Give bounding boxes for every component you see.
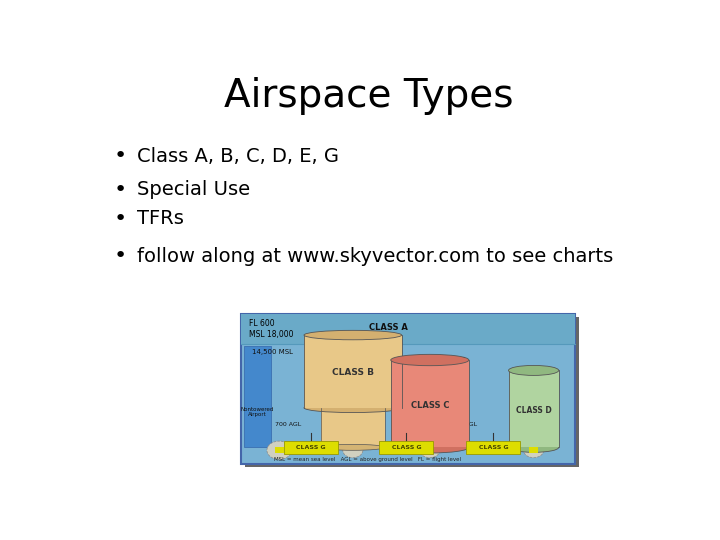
Ellipse shape xyxy=(304,330,402,340)
Text: CLASS D: CLASS D xyxy=(516,406,552,415)
Text: •: • xyxy=(114,179,127,200)
Text: 700 AGL: 700 AGL xyxy=(275,422,301,427)
Text: •: • xyxy=(114,146,127,166)
Text: FL 600
MSL 18,000: FL 600 MSL 18,000 xyxy=(249,319,294,339)
Text: 1200 AGL: 1200 AGL xyxy=(446,422,477,427)
Text: •: • xyxy=(114,208,127,228)
FancyBboxPatch shape xyxy=(284,441,338,454)
Text: •: • xyxy=(114,246,127,266)
Ellipse shape xyxy=(304,403,402,413)
Circle shape xyxy=(343,443,363,458)
Bar xyxy=(245,317,580,467)
Bar xyxy=(240,314,575,464)
Bar xyxy=(244,346,271,447)
Text: MSL = mean sea level   AGL = above ground level   FL = flight level: MSL = mean sea level AGL = above ground … xyxy=(274,457,462,462)
Text: TFRs: TFRs xyxy=(138,209,184,228)
Circle shape xyxy=(523,443,544,458)
Bar xyxy=(240,314,575,344)
Ellipse shape xyxy=(391,354,469,366)
Text: CLASS B: CLASS B xyxy=(332,368,374,377)
Bar xyxy=(508,370,559,447)
Ellipse shape xyxy=(508,366,559,375)
Bar xyxy=(275,447,284,453)
Ellipse shape xyxy=(320,444,385,450)
Ellipse shape xyxy=(391,442,469,453)
Circle shape xyxy=(420,443,440,458)
Text: 14,500 MSL: 14,500 MSL xyxy=(252,349,293,355)
Bar xyxy=(391,360,469,447)
Text: follow along at www.skyvector.com to see charts: follow along at www.skyvector.com to see… xyxy=(138,247,613,266)
Text: Airspace Types: Airspace Types xyxy=(224,77,514,115)
Text: Class A, B, C, D, E, G: Class A, B, C, D, E, G xyxy=(138,147,339,166)
FancyBboxPatch shape xyxy=(467,441,521,454)
Bar xyxy=(320,408,385,447)
FancyBboxPatch shape xyxy=(379,441,433,454)
Text: CLASS G: CLASS G xyxy=(479,445,508,450)
Text: CLASS G: CLASS G xyxy=(392,445,421,450)
Bar xyxy=(529,447,538,453)
Text: CLASS E: CLASS E xyxy=(431,357,466,366)
Text: Nontowered
Airport: Nontowered Airport xyxy=(240,407,274,417)
Text: Special Use: Special Use xyxy=(138,180,251,199)
Circle shape xyxy=(267,441,292,460)
Text: CLASS A: CLASS A xyxy=(369,323,408,332)
Bar xyxy=(304,335,402,408)
Ellipse shape xyxy=(508,442,559,453)
Text: CLASS C: CLASS C xyxy=(410,401,449,410)
Text: CLASS G: CLASS G xyxy=(296,445,325,450)
